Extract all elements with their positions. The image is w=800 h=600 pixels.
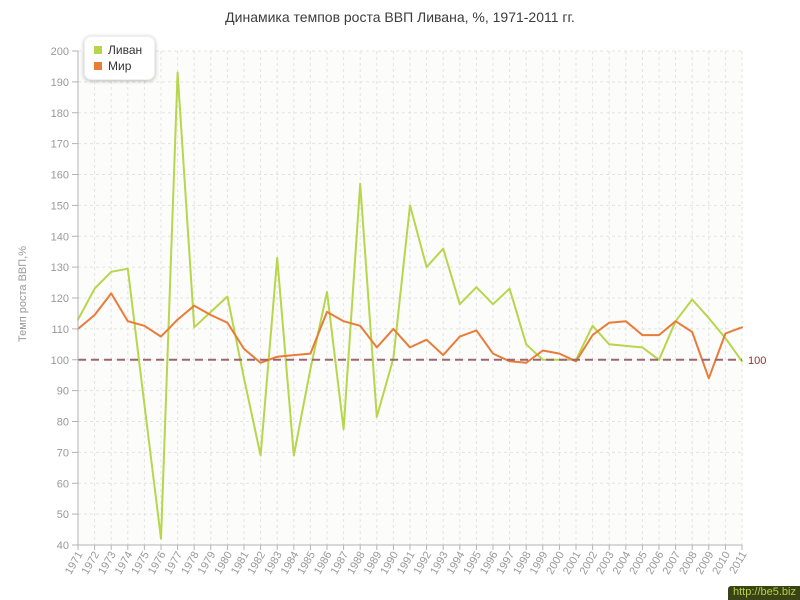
y-tick-label: 150: [51, 200, 69, 212]
y-tick-label: 170: [51, 139, 69, 151]
series-lebanon-line: [77, 71, 743, 540]
y-axis-title: Темп роста ВВП,%: [17, 245, 29, 343]
y-tick-label: 190: [51, 77, 69, 89]
legend-item-lebanon[interactable]: Ливан: [94, 43, 142, 57]
x-tick-label: 2011: [727, 550, 749, 576]
y-tick-label: 120: [51, 293, 69, 305]
y-tick-label: 140: [51, 231, 69, 243]
y-tick-label: 180: [51, 108, 69, 120]
chart-title: Динамика темпов роста ВВП Ливана, %, 197…: [225, 9, 575, 25]
y-tick-label: 40: [57, 540, 69, 552]
reference-line-label: 100: [748, 355, 766, 367]
y-tick-label: 70: [57, 447, 69, 459]
y-tick-label: 160: [51, 170, 69, 182]
x-tick-label: 2010: [710, 550, 733, 577]
y-tick-label: 100: [51, 355, 69, 367]
y-tick-label: 200: [51, 46, 69, 58]
y-tick-label: 110: [51, 324, 69, 336]
watermark-link[interactable]: http://be5.biz: [728, 586, 800, 600]
legend-swatch-world-icon: [94, 62, 102, 70]
y-tick-label: 90: [57, 386, 69, 398]
y-tick-label: 80: [57, 417, 69, 429]
legend-label-world: Мир: [108, 59, 132, 73]
y-tick-label: 50: [57, 509, 69, 521]
legend-label-lebanon: Ливан: [108, 43, 143, 57]
legend-swatch-lebanon-icon: [94, 46, 102, 54]
y-tick-label: 60: [57, 478, 69, 490]
legend-item-world[interactable]: Мир: [94, 59, 142, 73]
series-world-line: [77, 292, 743, 380]
legend: Ливан Мир: [84, 36, 156, 80]
y-tick-label: 130: [51, 262, 69, 274]
